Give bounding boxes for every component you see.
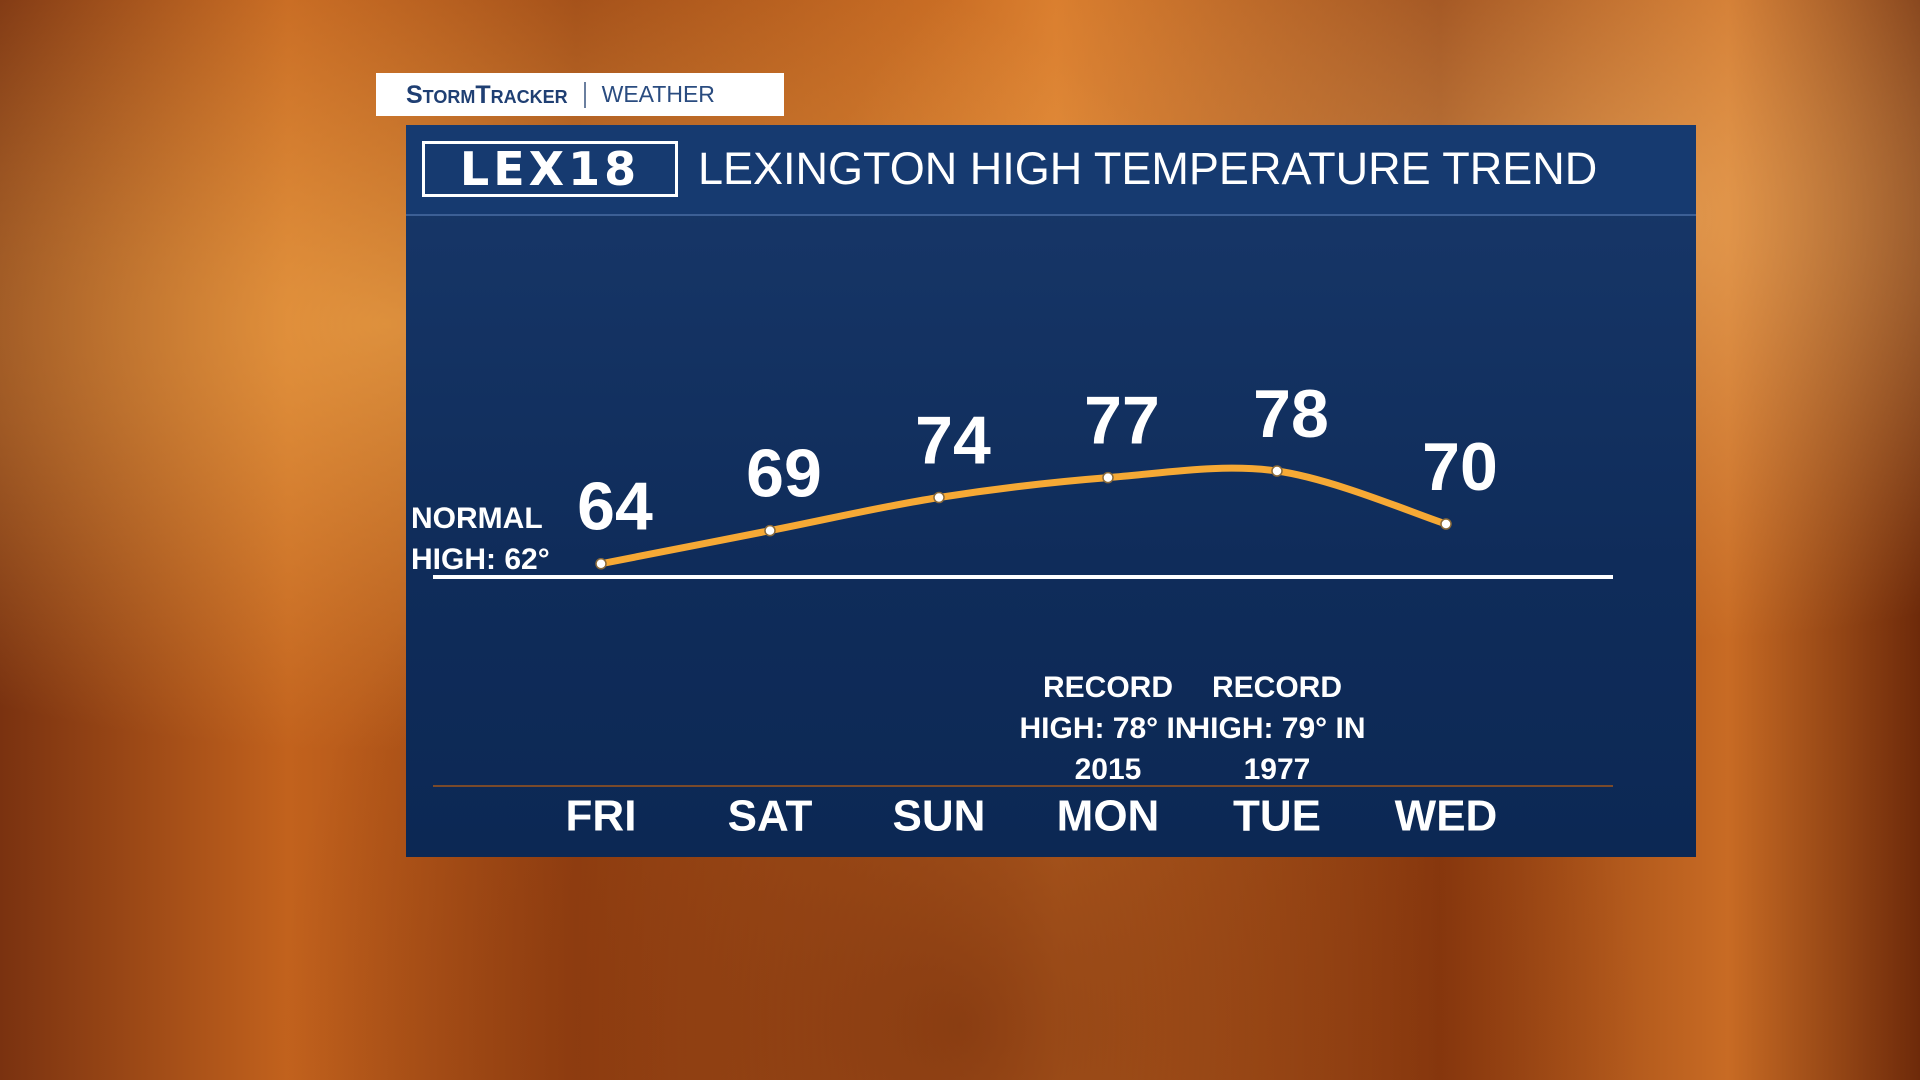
x-tick-label: SAT bbox=[728, 792, 813, 841]
chart-title: LEXINGTON HIGH TEMPERATURE TREND bbox=[698, 143, 1598, 194]
logo: LEX18 bbox=[422, 141, 678, 197]
chart-panel bbox=[406, 125, 1696, 857]
record-label: RECORD HIGH: 78° IN 2015 bbox=[1019, 671, 1197, 786]
section: WEATHER bbox=[601, 81, 715, 107]
panel-header bbox=[406, 125, 1696, 216]
reference-label: NORMAL HIGH: 62° bbox=[411, 502, 550, 576]
point bbox=[764, 524, 776, 537]
x-tick-label: TUE bbox=[1233, 792, 1321, 841]
x-tick-label: WED bbox=[1395, 792, 1498, 841]
value-label: 78 bbox=[1253, 376, 1329, 452]
point bbox=[933, 491, 945, 504]
brand: StormTracker bbox=[376, 81, 586, 108]
x-tick-label: FRI bbox=[566, 792, 637, 841]
point bbox=[1440, 518, 1452, 530]
point bbox=[1271, 465, 1283, 477]
x-tick-label: SUN bbox=[893, 792, 986, 841]
x-tick-label: MON bbox=[1057, 792, 1160, 841]
point bbox=[1102, 471, 1114, 484]
trend-line bbox=[597, 464, 1450, 568]
point bbox=[595, 558, 607, 570]
record-label: RECORD HIGH: 79° IN 1977 bbox=[1188, 671, 1366, 786]
brand-tab: StormTracker WEATHER bbox=[376, 73, 784, 116]
value-label: 64 bbox=[577, 469, 653, 545]
value-label: 70 bbox=[1422, 429, 1498, 505]
value-label: 77 bbox=[1084, 383, 1160, 459]
value-label: 74 bbox=[915, 402, 991, 478]
value-label: 69 bbox=[746, 436, 822, 512]
